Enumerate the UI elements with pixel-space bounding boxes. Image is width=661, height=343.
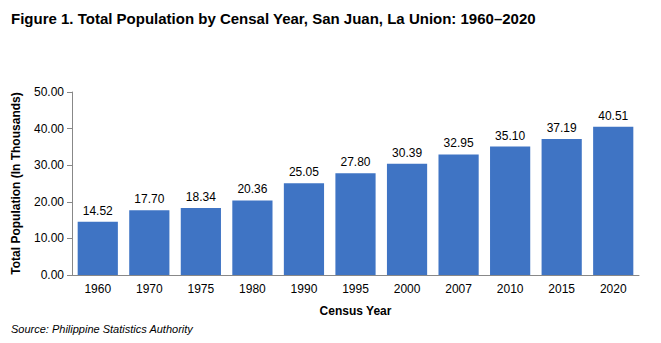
svg-text:2007: 2007 bbox=[445, 282, 472, 296]
svg-text:Figure 1. Total Population by: Figure 1. Total Population by Censal Yea… bbox=[11, 10, 536, 27]
svg-text:30.39: 30.39 bbox=[392, 146, 422, 160]
svg-text:Source: Philippine Statistics: Source: Philippine Statistics Authority bbox=[11, 323, 194, 335]
svg-text:25.05: 25.05 bbox=[289, 165, 319, 179]
svg-text:50.00: 50.00 bbox=[34, 85, 64, 99]
svg-text:18.34: 18.34 bbox=[186, 190, 216, 204]
svg-text:1995: 1995 bbox=[342, 282, 369, 296]
svg-text:2010: 2010 bbox=[497, 282, 524, 296]
svg-text:1960: 1960 bbox=[84, 282, 111, 296]
svg-text:2015: 2015 bbox=[548, 282, 575, 296]
svg-text:Census Year: Census Year bbox=[320, 304, 392, 318]
svg-text:Total Population (In Thousands: Total Population (In Thousands) bbox=[9, 92, 23, 274]
svg-text:1975: 1975 bbox=[188, 282, 215, 296]
svg-text:30.00: 30.00 bbox=[34, 158, 64, 172]
svg-text:20.00: 20.00 bbox=[34, 195, 64, 209]
svg-text:2000: 2000 bbox=[394, 282, 421, 296]
svg-text:10.00: 10.00 bbox=[34, 231, 64, 245]
svg-text:1990: 1990 bbox=[291, 282, 318, 296]
svg-text:1980: 1980 bbox=[239, 282, 266, 296]
svg-text:20.36: 20.36 bbox=[237, 182, 267, 196]
svg-text:40.00: 40.00 bbox=[34, 122, 64, 136]
svg-text:0.00: 0.00 bbox=[41, 268, 65, 282]
svg-text:27.80: 27.80 bbox=[340, 155, 370, 169]
svg-text:14.52: 14.52 bbox=[83, 204, 113, 218]
svg-text:17.70: 17.70 bbox=[134, 192, 164, 206]
svg-text:1970: 1970 bbox=[136, 282, 163, 296]
svg-text:37.19: 37.19 bbox=[547, 121, 577, 135]
svg-text:32.95: 32.95 bbox=[444, 136, 474, 150]
svg-text:2020: 2020 bbox=[600, 282, 627, 296]
svg-text:35.10: 35.10 bbox=[495, 129, 525, 143]
svg-text:40.51: 40.51 bbox=[598, 109, 628, 123]
